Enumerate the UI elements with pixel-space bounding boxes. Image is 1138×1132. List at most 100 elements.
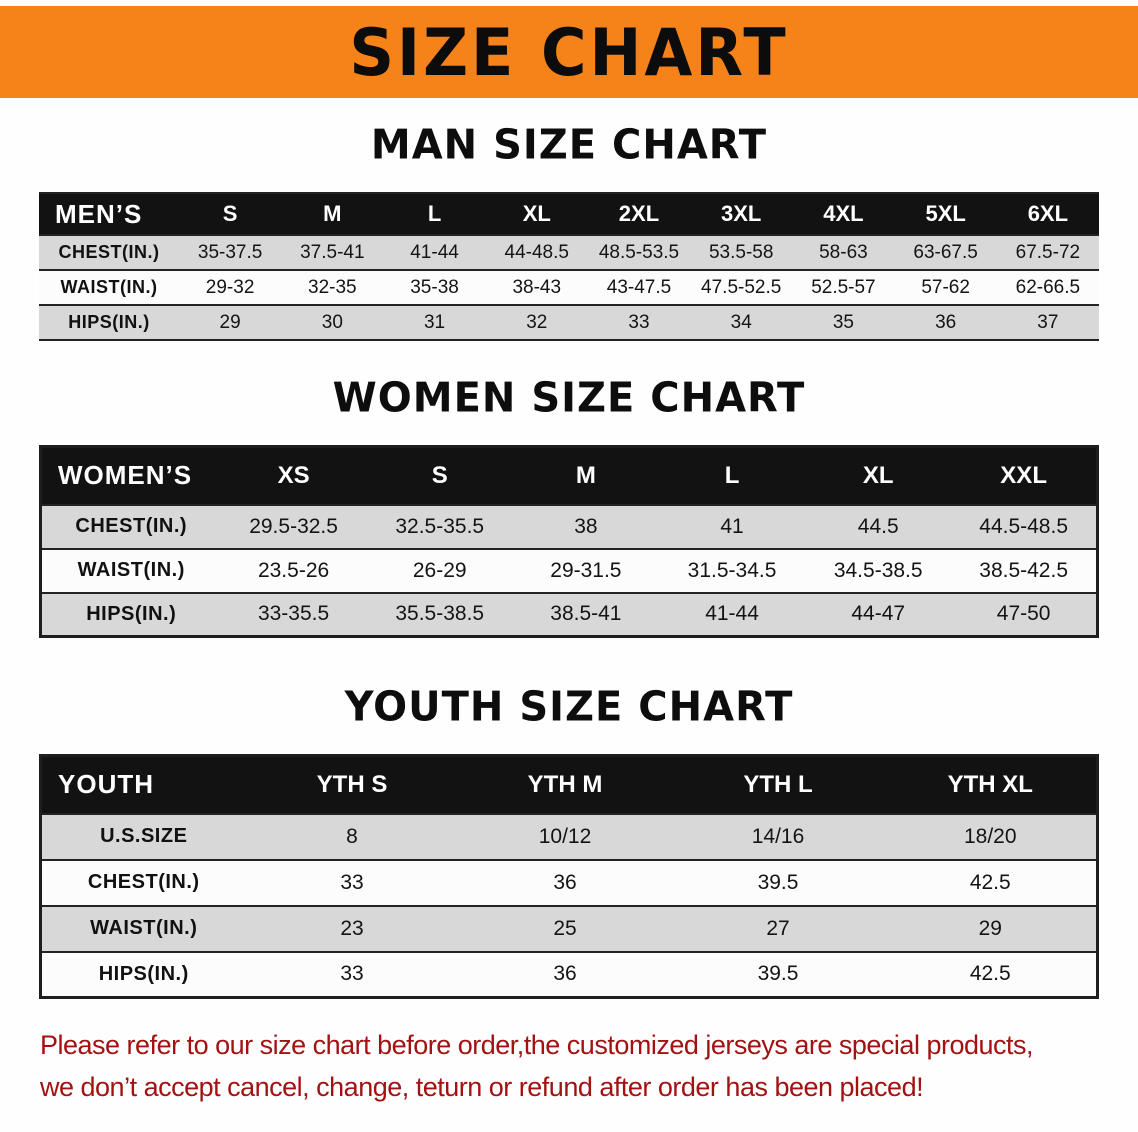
value-cell: 32-35 bbox=[281, 269, 384, 306]
men-size-header-2xl: 2XL bbox=[587, 192, 691, 236]
men-size-header-m: M bbox=[281, 192, 384, 236]
men-section-title: MAN SIZE CHART bbox=[370, 121, 768, 169]
value-cell: 38.5-41 bbox=[512, 591, 659, 638]
value-cell: 8 bbox=[245, 812, 459, 861]
value-cell: 67.5-72 bbox=[996, 234, 1099, 271]
youth-row-chest-in: CHEST(IN.) 33 36 39.5 42.5 bbox=[40, 858, 1098, 907]
men-size-header-5xl: 5XL bbox=[894, 192, 997, 236]
value-cell: 42.5 bbox=[884, 858, 1098, 907]
value-cell: 36 bbox=[894, 304, 997, 341]
value-cell: 52.5-57 bbox=[792, 269, 895, 306]
women-section-title: WOMEN SIZE CHART bbox=[332, 374, 806, 422]
value-cell: 32.5-35.5 bbox=[366, 503, 513, 550]
value-cell: 29-31.5 bbox=[512, 547, 659, 594]
youth-table-label: YOUTH bbox=[40, 754, 246, 815]
value-cell: 39.5 bbox=[671, 950, 885, 999]
value-cell: 44.5 bbox=[805, 503, 952, 550]
footer-line-1: Please refer to our size chart before or… bbox=[40, 1030, 1034, 1060]
value-cell: 30 bbox=[281, 304, 384, 341]
row-label: HIPS(IN.) bbox=[40, 950, 246, 999]
women-size-header-m: M bbox=[512, 445, 659, 506]
women-size-table: WOMEN’S XS S M L XL XXL CHEST(IN.) 29.5-32.5 32.5… bbox=[39, 445, 1099, 638]
value-cell: 23.5-26 bbox=[220, 547, 367, 594]
youth-size-header-yth-l: YTH L bbox=[671, 754, 885, 815]
women-size-chart-section: WOMEN SIZE CHART WOMEN’S XS S M L XL XXL CHEST(I… bbox=[0, 375, 1138, 638]
row-label: CHEST(IN.) bbox=[39, 234, 179, 271]
men-size-header-xl: XL bbox=[485, 192, 588, 236]
value-cell: 63-67.5 bbox=[894, 234, 997, 271]
men-size-header-4xl: 4XL bbox=[792, 192, 895, 236]
row-label: WAIST(IN.) bbox=[40, 904, 246, 953]
value-cell: 38 bbox=[512, 503, 659, 550]
value-cell: 41-44 bbox=[383, 234, 486, 271]
value-cell: 29-32 bbox=[179, 269, 282, 306]
value-cell: 42.5 bbox=[884, 950, 1098, 999]
men-row-chest-in: CHEST(IN.) 35-37.5 37.5-41 41-44 44-48.5 48.5… bbox=[39, 234, 1099, 271]
value-cell: 23 bbox=[245, 904, 459, 953]
row-label: HIPS(IN.) bbox=[39, 304, 179, 341]
youth-size-header-yth-xl: YTH XL bbox=[884, 754, 1098, 815]
value-cell: 39.5 bbox=[671, 858, 885, 907]
value-cell: 47-50 bbox=[951, 591, 1098, 638]
men-size-header-6xl: 6XL bbox=[996, 192, 1099, 236]
value-cell: 35-38 bbox=[383, 269, 486, 306]
value-cell: 33-35.5 bbox=[220, 591, 367, 638]
value-cell: 41 bbox=[658, 503, 806, 550]
row-label: WAIST(IN.) bbox=[39, 269, 179, 306]
value-cell: 36 bbox=[458, 858, 672, 907]
men-size-chart-section: MAN SIZE CHART MEN’S S M L XL 2XL 3XL 4XL 5XL 6XL C… bbox=[0, 122, 1138, 341]
value-cell: 37 bbox=[996, 304, 1099, 341]
women-row-chest-in: CHEST(IN.) 29.5-32.5 32.5-35.5 38 41 44.5 44.5… bbox=[40, 503, 1098, 550]
men-row-waist-in: WAIST(IN.) 29-32 32-35 35-38 38-43 43-47.5 47.… bbox=[39, 269, 1099, 306]
women-header-row: WOMEN’S XS S M L XL XXL bbox=[40, 445, 1098, 506]
row-label: WAIST(IN.) bbox=[40, 547, 221, 594]
men-header-row: MEN’S S M L XL 2XL 3XL 4XL 5XL 6XL bbox=[39, 192, 1099, 236]
women-size-header-s: S bbox=[366, 445, 513, 506]
value-cell: 32 bbox=[485, 304, 588, 341]
value-cell: 27 bbox=[671, 904, 885, 953]
men-size-table: MEN’S S M L XL 2XL 3XL 4XL 5XL 6XL CHEST(IN.) 35-37… bbox=[39, 192, 1099, 341]
footer-line-2: we don’t accept cancel, change, teturn o… bbox=[40, 1071, 924, 1102]
women-size-header-l: L bbox=[658, 445, 806, 506]
value-cell: 33 bbox=[245, 858, 459, 907]
men-size-header-3xl: 3XL bbox=[690, 192, 793, 236]
banner: SIZE CHART bbox=[0, 6, 1138, 98]
footer-note: Please refer to our size chart before or… bbox=[40, 1025, 1102, 1109]
value-cell: 36 bbox=[458, 950, 672, 999]
row-label: U.S.SIZE bbox=[40, 812, 246, 861]
value-cell: 44-48.5 bbox=[485, 234, 588, 271]
value-cell: 14/16 bbox=[671, 812, 885, 861]
youth-header-row: YOUTH YTH S YTH M YTH L YTH XL bbox=[40, 754, 1098, 815]
value-cell: 43-47.5 bbox=[587, 269, 691, 306]
value-cell: 48.5-53.5 bbox=[587, 234, 691, 271]
value-cell: 33 bbox=[245, 950, 459, 999]
women-row-hips-in: HIPS(IN.) 33-35.5 35.5-38.5 38.5-41 41-44 44-… bbox=[40, 591, 1098, 638]
value-cell: 25 bbox=[458, 904, 672, 953]
value-cell: 35 bbox=[792, 304, 895, 341]
row-label: CHEST(IN.) bbox=[40, 503, 221, 550]
value-cell: 41-44 bbox=[658, 591, 806, 638]
women-table-label: WOMEN’S bbox=[40, 445, 221, 506]
men-size-header-s: S bbox=[179, 192, 282, 236]
value-cell: 29 bbox=[179, 304, 282, 341]
value-cell: 29 bbox=[884, 904, 1098, 953]
value-cell: 29.5-32.5 bbox=[220, 503, 367, 550]
value-cell: 58-63 bbox=[792, 234, 895, 271]
women-size-header-xxl: XXL bbox=[951, 445, 1098, 506]
youth-row-waist-in: WAIST(IN.) 23 25 27 29 bbox=[40, 904, 1098, 953]
value-cell: 34.5-38.5 bbox=[805, 547, 952, 594]
youth-size-header-yth-m: YTH M bbox=[458, 754, 672, 815]
value-cell: 62-66.5 bbox=[996, 269, 1099, 306]
women-size-header-xs: XS bbox=[220, 445, 367, 506]
youth-size-header-yth-s: YTH S bbox=[245, 754, 459, 815]
women-row-waist-in: WAIST(IN.) 23.5-26 26-29 29-31.5 31.5-34.5 34… bbox=[40, 547, 1098, 594]
value-cell: 31.5-34.5 bbox=[658, 547, 806, 594]
men-row-hips-in: HIPS(IN.) 29 30 31 32 33 34 35 36 37 bbox=[39, 304, 1099, 341]
row-label: CHEST(IN.) bbox=[40, 858, 246, 907]
value-cell: 34 bbox=[690, 304, 793, 341]
youth-row-hips-in: HIPS(IN.) 33 36 39.5 42.5 bbox=[40, 950, 1098, 999]
sections-container: MAN SIZE CHART MEN’S S M L XL 2XL 3XL 4XL 5XL 6XL C… bbox=[0, 122, 1138, 999]
value-cell: 31 bbox=[383, 304, 486, 341]
value-cell: 57-62 bbox=[894, 269, 997, 306]
